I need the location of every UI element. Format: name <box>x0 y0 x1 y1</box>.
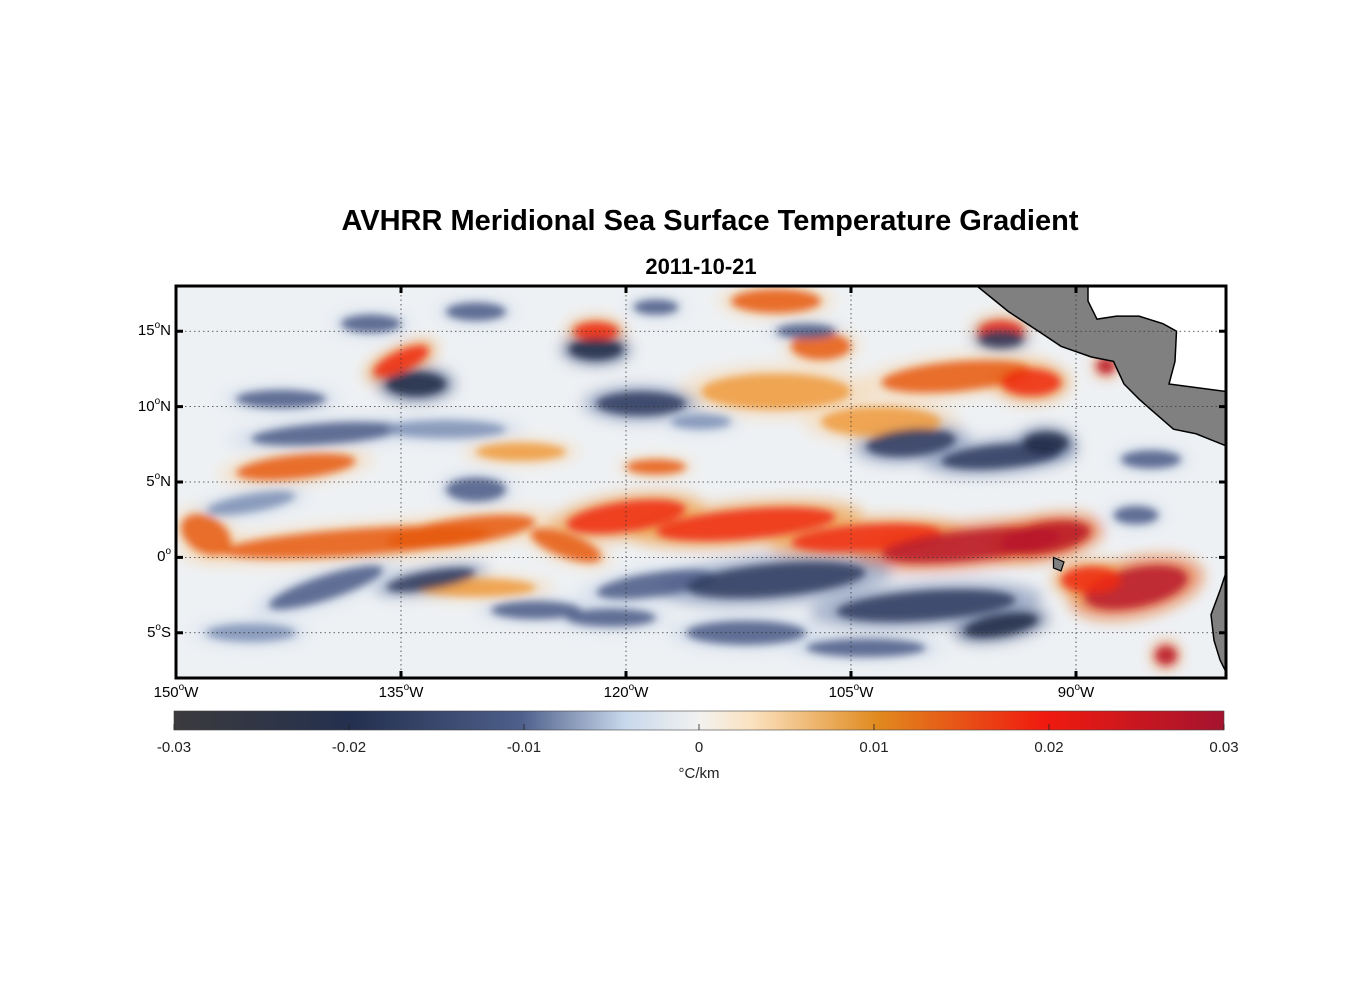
gradient-feature <box>731 289 821 314</box>
lon-tick-label: 90oW <box>1057 682 1095 701</box>
lat-tick-label: 15oN <box>137 320 171 340</box>
colorbar-tick-label: -0.01 <box>506 739 542 756</box>
colorbar-ticks <box>173 724 1225 730</box>
gradient-feature <box>569 338 623 360</box>
gradient-feature <box>236 453 356 481</box>
gradient-feature <box>386 514 536 549</box>
gradient-feature <box>671 414 731 430</box>
lon-tick-label: 120oW <box>603 682 649 701</box>
gradient-feature <box>386 371 446 397</box>
lon-tick-label: 150oW <box>153 682 199 701</box>
gradient-feature <box>881 360 1031 393</box>
gradient-feature <box>626 459 686 475</box>
colorbar-tick-label: -0.03 <box>156 739 192 756</box>
gradient-feature <box>791 332 851 360</box>
gradient-feature <box>701 373 851 410</box>
gradient-feature <box>268 565 384 610</box>
gradient-feature <box>236 390 326 409</box>
gradient-feature <box>978 329 1024 348</box>
map-date: 2011-10-21 <box>645 254 757 279</box>
colorbar-tick-label: 0.01 <box>859 739 889 756</box>
gradient-feature <box>373 345 429 378</box>
gradient-feature <box>964 612 1038 638</box>
map-ticks <box>174 286 1226 678</box>
gradient-feature <box>596 391 686 416</box>
gradient-feature <box>1001 521 1091 555</box>
gradient-feature <box>386 420 506 439</box>
gradient-feature <box>341 314 401 333</box>
gradient-feature <box>251 421 401 446</box>
colorbar-tick-label: 0.02 <box>1034 739 1064 756</box>
gradient-feature <box>1097 358 1115 374</box>
gradient-feature <box>206 491 296 515</box>
colorbar-tick-label: 0 <box>694 739 704 756</box>
land-mass <box>975 286 1226 678</box>
lat-tick-label: 0o <box>157 546 171 566</box>
lat-tick-label: 5oN <box>146 471 171 490</box>
gradient-feature <box>530 528 602 563</box>
gradient-feature <box>1155 646 1177 665</box>
gradient-feature <box>596 569 716 600</box>
colorbar-tick-label: 0.03 <box>1209 739 1239 756</box>
gradient-feature <box>633 299 679 315</box>
gradient-feature <box>386 568 476 592</box>
gradient-feature <box>1061 566 1121 594</box>
gradient-feature <box>446 477 506 502</box>
gradient-feature <box>180 514 232 556</box>
colorbar-unit: °C/km <box>678 765 720 782</box>
gradient-feature <box>206 623 296 642</box>
lon-tick-label: 135oW <box>378 682 424 701</box>
lat-tick-label: 10oN <box>137 395 171 415</box>
colorbar-tick-label: -0.02 <box>331 739 367 756</box>
gradient-feature <box>836 589 1016 622</box>
gradient-feature <box>686 561 866 599</box>
gradient-field <box>176 286 1226 678</box>
gradient-feature <box>1121 450 1181 469</box>
gradient-feature <box>1113 506 1159 525</box>
galapagos-island <box>1052 556 1065 572</box>
gradient-feature <box>686 620 806 645</box>
gradient-feature <box>1001 368 1061 397</box>
lon-tick-label: 105oW <box>828 682 874 701</box>
gradient-feature <box>806 638 926 657</box>
gradient-feature <box>566 608 656 627</box>
gradient-feature <box>866 428 956 457</box>
lat-tick-label: 5oS <box>147 621 171 641</box>
gradient-feature <box>446 302 506 321</box>
gradient-feature <box>491 601 581 620</box>
gradient-feature <box>1023 432 1069 454</box>
map-title: AVHRR Meridional Sea Surface Temperature… <box>341 205 1079 237</box>
gradient-feature <box>656 507 836 542</box>
gradient-feature <box>476 442 566 461</box>
